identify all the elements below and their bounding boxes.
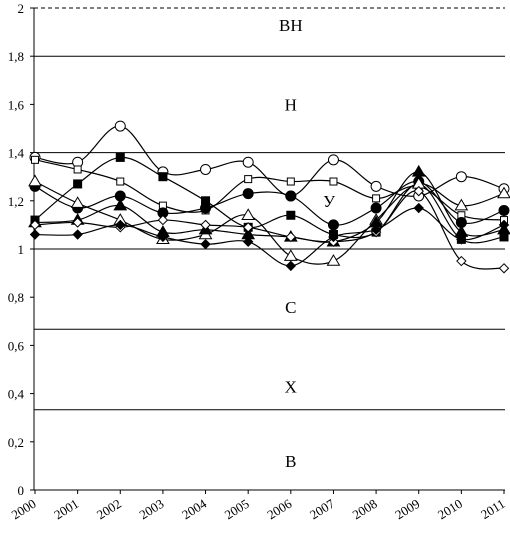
zone-boundaries bbox=[34, 7, 505, 411]
data-point-filled-circle bbox=[327, 219, 339, 231]
data-point-filled-diamond bbox=[242, 236, 254, 247]
data-point-open-diamond bbox=[456, 255, 467, 267]
data-point-open-circle bbox=[242, 156, 254, 168]
data-point-filled-square bbox=[115, 152, 125, 162]
x-tick-label: 2006 bbox=[264, 496, 294, 523]
y-tick-label: 0,4 bbox=[8, 387, 25, 402]
data-point-open-diamond bbox=[285, 231, 297, 243]
data-point-filled-diamond bbox=[328, 231, 339, 243]
x-tick-label: 2008 bbox=[350, 496, 380, 522]
y-tick-label: 1,4 bbox=[8, 146, 25, 161]
data-point-open-circle bbox=[200, 163, 212, 175]
y-tick-label: 2 bbox=[18, 1, 25, 16]
x-tick-label: 2005 bbox=[222, 496, 252, 522]
y-tick-label: 1 bbox=[18, 242, 25, 257]
series-line bbox=[34, 190, 505, 270]
data-point-open-circle bbox=[114, 120, 126, 132]
data-point-filled-diamond bbox=[157, 231, 169, 243]
data-point-open-triangle bbox=[70, 196, 85, 208]
y-tick-label: 1,8 bbox=[8, 49, 24, 64]
y-tick-label: 1,2 bbox=[8, 194, 24, 209]
data-point-filled-diamond bbox=[370, 224, 382, 235]
data-point-open-diamond bbox=[200, 219, 211, 231]
series-line bbox=[34, 207, 505, 267]
data-point-filled-circle bbox=[285, 190, 297, 202]
x-tick-label: 2010 bbox=[435, 496, 465, 522]
data-point-open-triangle bbox=[454, 198, 469, 211]
data-point-filled-diamond bbox=[72, 229, 83, 240]
data-point-filled-diamond bbox=[285, 260, 297, 272]
data-point-filled-square bbox=[158, 172, 168, 182]
data-point-open-circle bbox=[370, 180, 382, 192]
data-point-filled-diamond bbox=[498, 219, 510, 231]
axes: 0 0,2 0,4 0,6 0,8 1 1,2 1,4 1,6 1,8 2 2000 2001 2002 2… bbox=[8, 1, 508, 522]
x-tick-label: 2004 bbox=[179, 496, 209, 523]
data-point-filled-circle bbox=[242, 188, 254, 200]
data-point-filled-diamond bbox=[413, 202, 424, 214]
data-point-filled-circle bbox=[200, 202, 212, 214]
series-line bbox=[34, 125, 505, 197]
data-point-filled-circle bbox=[498, 204, 510, 216]
zone-label: Н bbox=[285, 95, 297, 114]
zone-label: Х bbox=[285, 377, 297, 396]
x-tick-label: 2000 bbox=[9, 496, 39, 522]
data-point-open-diamond bbox=[413, 185, 424, 197]
data-point-open-square bbox=[31, 155, 39, 164]
series-filled-circle bbox=[29, 176, 510, 231]
data-point-open-triangle bbox=[241, 208, 256, 220]
y-tick-label: 0 bbox=[18, 483, 25, 498]
data-point-open-square bbox=[73, 165, 82, 174]
zone-label: У bbox=[323, 192, 336, 211]
data-point-filled-diamond bbox=[115, 219, 126, 231]
data-point-open-square bbox=[329, 177, 338, 186]
x-tick-label: 2007 bbox=[307, 496, 337, 523]
x-tick-label: 2003 bbox=[137, 496, 167, 522]
x-tick-label: 2002 bbox=[94, 496, 124, 522]
data-point-filled-diamond bbox=[29, 229, 41, 240]
data-point-open-diamond bbox=[157, 214, 169, 226]
data-point-filled-diamond bbox=[456, 234, 467, 245]
series-filled-diamond bbox=[29, 202, 510, 272]
data-point-open-square bbox=[286, 177, 295, 186]
zone-label: ВН bbox=[279, 16, 303, 35]
y-tick-label: 0,2 bbox=[8, 435, 24, 450]
series-open-diamond bbox=[29, 185, 510, 274]
data-point-open-triangle bbox=[283, 249, 298, 261]
data-point-open-square bbox=[244, 175, 253, 184]
data-point-filled-circle bbox=[370, 202, 382, 214]
zone-labels: ВН Н У С Х В bbox=[279, 16, 336, 471]
zone-label: В bbox=[285, 452, 296, 471]
y-tick-label: 1,6 bbox=[8, 97, 25, 112]
zone-label: С bbox=[285, 298, 296, 317]
data-point-open-circle bbox=[327, 154, 339, 166]
data-point-filled-diamond bbox=[200, 238, 211, 250]
data-point-filled-square bbox=[73, 179, 83, 189]
data-point-open-square bbox=[116, 177, 125, 186]
data-point-open-diamond bbox=[242, 222, 254, 233]
x-tick-label: 2009 bbox=[392, 496, 422, 522]
series-open-circle bbox=[29, 120, 510, 202]
y-tick-label: 0,8 bbox=[8, 290, 24, 305]
series-filled-square bbox=[30, 152, 509, 244]
data-point-open-triangle bbox=[28, 174, 42, 187]
data-point-open-circle bbox=[455, 171, 467, 183]
data-point-filled-triangle bbox=[411, 164, 426, 177]
data-point-filled-triangle bbox=[113, 198, 128, 211]
series-layer bbox=[28, 120, 510, 274]
data-point-open-triangle bbox=[497, 186, 510, 199]
x-tick-label: 2001 bbox=[51, 496, 81, 522]
data-point-filled-square bbox=[286, 210, 296, 220]
data-point-open-triangle bbox=[326, 254, 341, 266]
y-tick-label: 0,6 bbox=[8, 338, 25, 353]
data-point-open-square bbox=[372, 194, 381, 203]
x-tick-label: 2011 bbox=[478, 496, 508, 522]
data-point-open-diamond bbox=[72, 217, 83, 228]
data-point-open-diamond bbox=[498, 263, 510, 274]
